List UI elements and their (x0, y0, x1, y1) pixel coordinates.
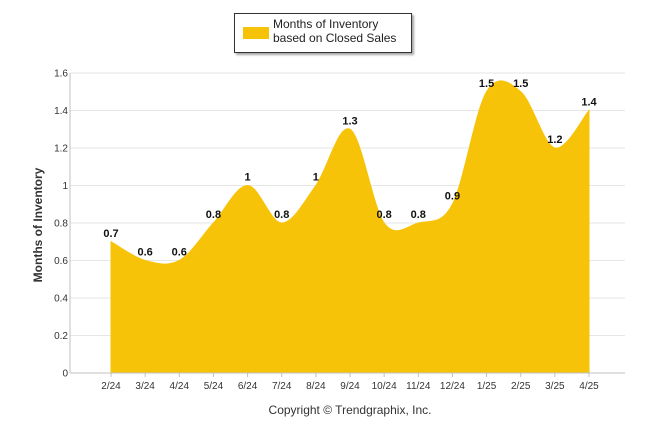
y-tick-label: 1.6 (54, 69, 68, 80)
x-tick-label: 4/25 (579, 381, 599, 392)
data-label: 0.9 (445, 190, 460, 202)
data-label: 0.6 (172, 247, 187, 259)
data-label: 0.8 (411, 209, 426, 221)
copyright-text: Copyright © Trendgraphix, Inc. (269, 403, 432, 417)
x-tick-label: 9/24 (340, 381, 360, 392)
x-tick-label: 10/24 (372, 381, 397, 392)
data-label: 1 (245, 172, 251, 184)
y-tick-label: 1.4 (54, 106, 68, 117)
y-tick-label: 0.6 (54, 256, 68, 267)
x-tick-label: 12/24 (440, 381, 465, 392)
data-labels: 0.7 0.6 0.6 0.8 1 0.8 1 1.3 0.8 0.8 0.9 1.5 1.5 1.2 1.… (103, 78, 597, 259)
data-label: 0.8 (206, 209, 221, 221)
x-tick-label: 2/25 (511, 381, 531, 392)
y-tick-label: 0.2 (54, 331, 68, 342)
x-tick-label: 1/25 (477, 381, 497, 392)
legend-label: Months of Inventory based on Closed Sale… (273, 17, 397, 45)
y-tick-label: 0.4 (54, 294, 68, 305)
legend-swatch (243, 27, 269, 39)
data-label: 1.3 (342, 115, 357, 127)
data-label: 0.8 (376, 209, 391, 221)
data-label: 0.6 (137, 247, 152, 259)
data-label: 1 (313, 172, 319, 184)
x-tick-label: 11/24 (406, 381, 431, 392)
x-tick-label: 3/24 (135, 381, 155, 392)
area-series (110, 80, 590, 374)
x-tick-label: 5/24 (204, 381, 224, 392)
y-axis-label: Months of Inventory (31, 167, 45, 282)
data-label: 1.5 (513, 78, 528, 90)
y-tick-labels: 0 0.2 0.4 0.6 0.8 1 1.2 1.4 1.6 (54, 69, 68, 380)
data-label: 1.5 (479, 78, 494, 90)
data-label: 1.4 (581, 97, 597, 109)
x-tick-label: 2/24 (101, 381, 121, 392)
axes (69, 73, 625, 374)
y-tick-label: 0.8 (54, 219, 68, 230)
x-tick-label: 8/24 (306, 381, 326, 392)
data-label: 1.2 (547, 134, 562, 146)
x-tick-label: 6/24 (238, 381, 258, 392)
x-tick-label: 7/24 (272, 381, 292, 392)
x-tick-label: 3/25 (545, 381, 565, 392)
x-tick-label: 4/24 (170, 381, 190, 392)
legend: Months of Inventory based on Closed Sale… (234, 13, 412, 53)
data-label: 0.7 (103, 228, 118, 240)
y-tick-label: 1.2 (54, 144, 68, 155)
y-tick-label: 1 (62, 181, 68, 192)
area-fill (110, 80, 590, 374)
y-tick-label: 0 (62, 369, 68, 380)
x-tick-labels: 2/24 3/24 4/24 5/24 6/24 7/24 8/24 9/24 10/24 11/… (101, 373, 599, 392)
data-label: 0.8 (274, 209, 289, 221)
